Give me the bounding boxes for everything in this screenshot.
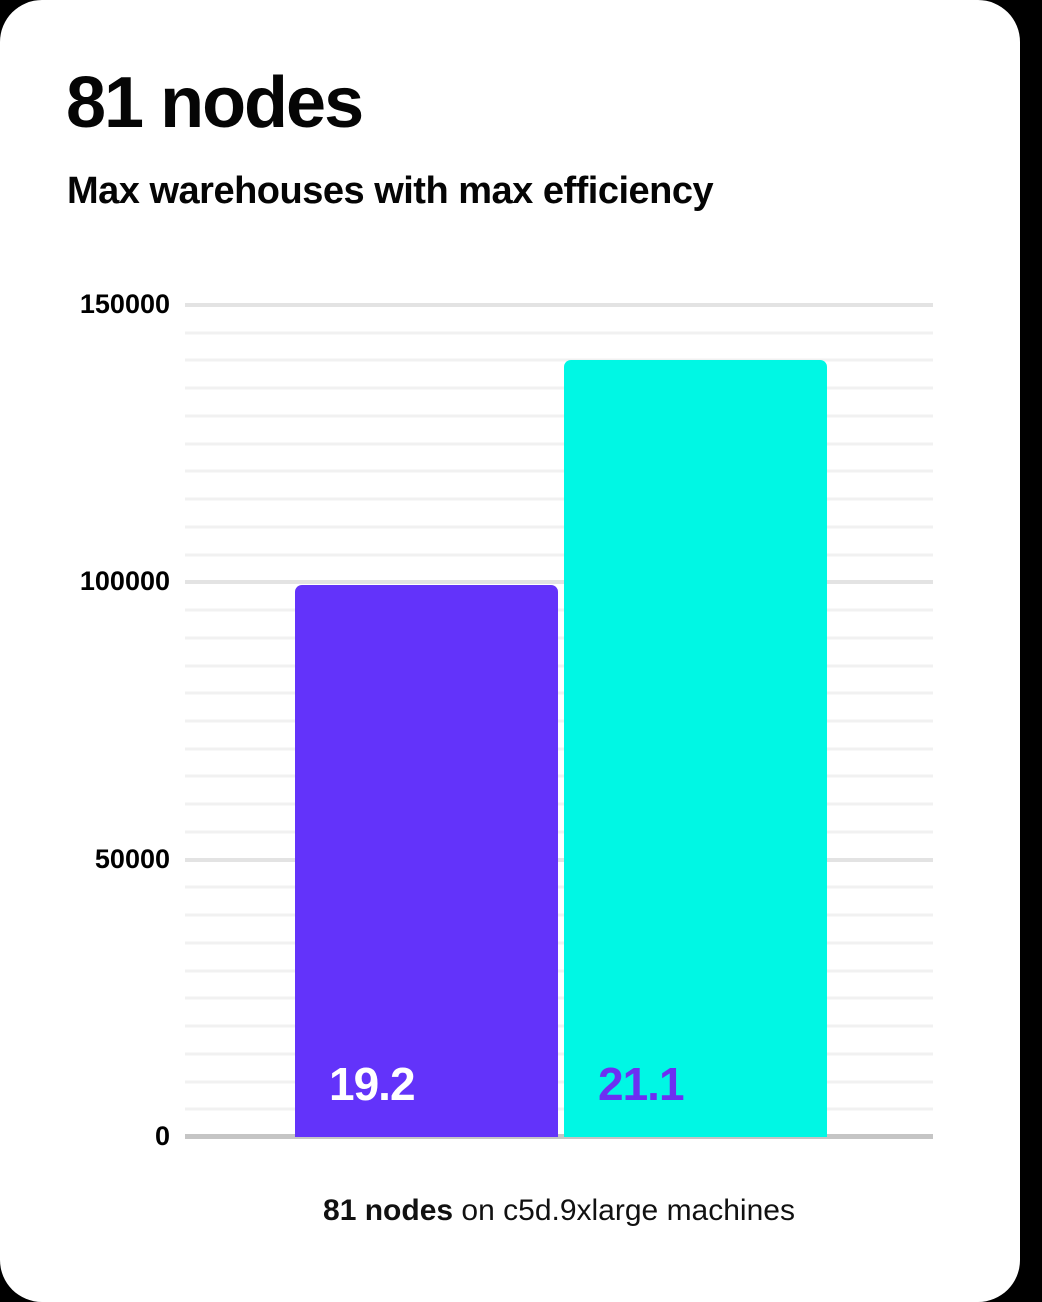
minor-gridline <box>185 747 933 751</box>
minor-gridline <box>185 442 933 446</box>
caption-highlight: 81 nodes <box>323 1194 454 1227</box>
bar-value-label: 19.2 <box>329 1058 416 1110</box>
y-axis-tick-label: 150000 <box>79 288 170 319</box>
minor-gridline <box>185 608 933 612</box>
chart-card: 81 nodes Max warehouses with max efficie… <box>0 0 1020 1302</box>
major-gridline <box>185 303 933 307</box>
minor-gridline <box>185 1052 933 1056</box>
minor-gridline <box>185 358 933 362</box>
major-gridline <box>185 580 933 585</box>
page-title: 81 nodes <box>66 63 364 143</box>
plot-area: 19.2 21.1 <box>185 303 933 1139</box>
minor-gridline <box>185 691 933 695</box>
minor-gridline <box>185 1080 933 1084</box>
x-axis-baseline <box>185 1134 933 1139</box>
minor-gridline <box>185 331 933 335</box>
minor-gridline <box>185 386 933 390</box>
major-gridline <box>185 857 933 862</box>
page-subtitle: Max warehouses with max efficiency <box>67 170 714 212</box>
minor-gridline <box>185 719 933 723</box>
minor-gridline <box>185 913 933 917</box>
chart-caption: 81 nodes on c5d.9xlarge machines <box>185 1194 933 1228</box>
minor-gridline <box>185 1107 933 1111</box>
caption-text: on c5d.9xlarge machines <box>453 1194 795 1227</box>
minor-gridline <box>185 553 933 557</box>
minor-gridline <box>185 885 933 889</box>
minor-gridline <box>185 1024 933 1028</box>
minor-gridline <box>185 525 933 529</box>
minor-gridline <box>185 996 933 1000</box>
bar-19.2: 19.2 <box>295 585 558 1137</box>
minor-gridline <box>185 969 933 973</box>
bar-value-label: 21.1 <box>598 1058 685 1110</box>
bar-chart: 19.2 21.1 0 50000 100000 150000 <box>0 289 933 1151</box>
minor-gridline <box>185 941 933 945</box>
y-axis-tick-label: 0 <box>154 1120 170 1151</box>
minor-gridline <box>185 664 933 668</box>
minor-gridline <box>185 774 933 778</box>
y-axis-tick-label: 50000 <box>94 843 170 874</box>
minor-gridline <box>185 636 933 640</box>
bar-21.1: 21.1 <box>564 360 827 1137</box>
minor-gridline <box>185 469 933 473</box>
minor-gridline <box>185 830 933 834</box>
minor-gridline <box>185 414 933 418</box>
minor-gridline <box>185 802 933 806</box>
y-axis-tick-label: 100000 <box>79 566 170 597</box>
minor-gridline <box>185 497 933 501</box>
